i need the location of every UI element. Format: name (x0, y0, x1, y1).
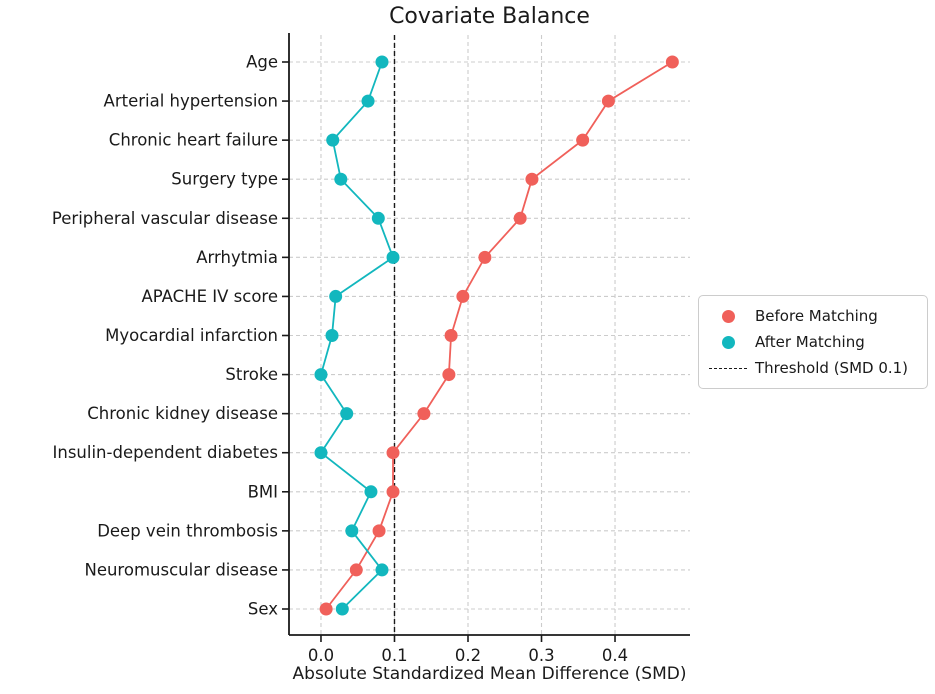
legend-item-threshold: Threshold (SMD 0.1) (709, 355, 917, 381)
chart-title: Covariate Balance (389, 4, 590, 29)
x-tick-label: 0.1 (381, 646, 407, 665)
data-point-after (340, 407, 354, 421)
y-category-label: Surgery type (171, 170, 278, 189)
y-category-label: Sex (248, 600, 278, 619)
data-point-after (314, 368, 328, 382)
data-point-after (325, 329, 339, 342)
data-point-after (345, 524, 359, 538)
legend-label-after-matching: After Matching (755, 333, 865, 351)
y-category-label: Peripheral vascular disease (52, 209, 278, 228)
data-point-after (314, 446, 328, 460)
y-category-label: Arterial hypertension (104, 92, 278, 111)
after-matching-dot-icon (709, 335, 747, 349)
data-point-after (326, 133, 340, 147)
data-point-before (319, 602, 333, 616)
y-category-label: Chronic kidney disease (87, 404, 278, 423)
data-point-before (372, 524, 386, 538)
legend-item-before-matching: Before Matching (709, 303, 917, 329)
data-point-after (375, 563, 389, 577)
data-point-after (335, 602, 349, 616)
data-point-after (334, 172, 348, 186)
x-tick-label: 0.2 (455, 646, 481, 665)
y-category-label: Neuromuscular disease (84, 560, 278, 579)
data-point-before (478, 250, 492, 264)
data-point-after (386, 250, 400, 264)
data-point-before (386, 485, 400, 499)
y-category-label: Stroke (225, 365, 278, 384)
data-point-before (513, 211, 527, 225)
x-axis-label: Absolute Standardized Mean Difference (S… (292, 664, 687, 684)
data-point-before (417, 407, 431, 421)
data-point-before (456, 289, 470, 303)
data-point-after (371, 211, 385, 225)
threshold-dashed-line-icon (709, 367, 747, 369)
data-point-after (329, 289, 343, 303)
data-point-after (364, 485, 378, 499)
data-point-before (665, 55, 679, 69)
y-category-label: Deep vein thrombosis (97, 521, 278, 540)
x-tick-label: 0.0 (308, 646, 334, 665)
before-matching-dot-icon (709, 309, 747, 323)
y-category-label: Myocardial infarction (105, 326, 278, 345)
x-tick-label: 0.3 (528, 646, 554, 665)
y-category-label: Arrhytmia (196, 248, 278, 267)
data-point-before (386, 446, 400, 460)
legend: Before Matching After Matching Threshold… (698, 295, 928, 389)
data-point-before (576, 133, 590, 147)
legend-label-before-matching: Before Matching (755, 307, 878, 325)
data-point-before (444, 329, 458, 342)
y-category-label: APACHE IV score (141, 287, 278, 306)
data-point-before (601, 94, 615, 108)
data-point-after (375, 55, 389, 69)
y-category-label: BMI (248, 482, 278, 501)
y-category-label: Chronic heart failure (109, 131, 278, 150)
data-point-after (361, 94, 375, 108)
y-category-label: Age (246, 53, 278, 72)
y-category-label: Insulin-dependent diabetes (53, 443, 278, 462)
data-point-before (525, 172, 539, 186)
legend-item-after-matching: After Matching (709, 329, 917, 355)
legend-label-threshold: Threshold (SMD 0.1) (755, 359, 909, 377)
x-tick-label: 0.4 (602, 646, 628, 665)
data-point-before (349, 563, 363, 577)
data-point-before (442, 368, 456, 382)
